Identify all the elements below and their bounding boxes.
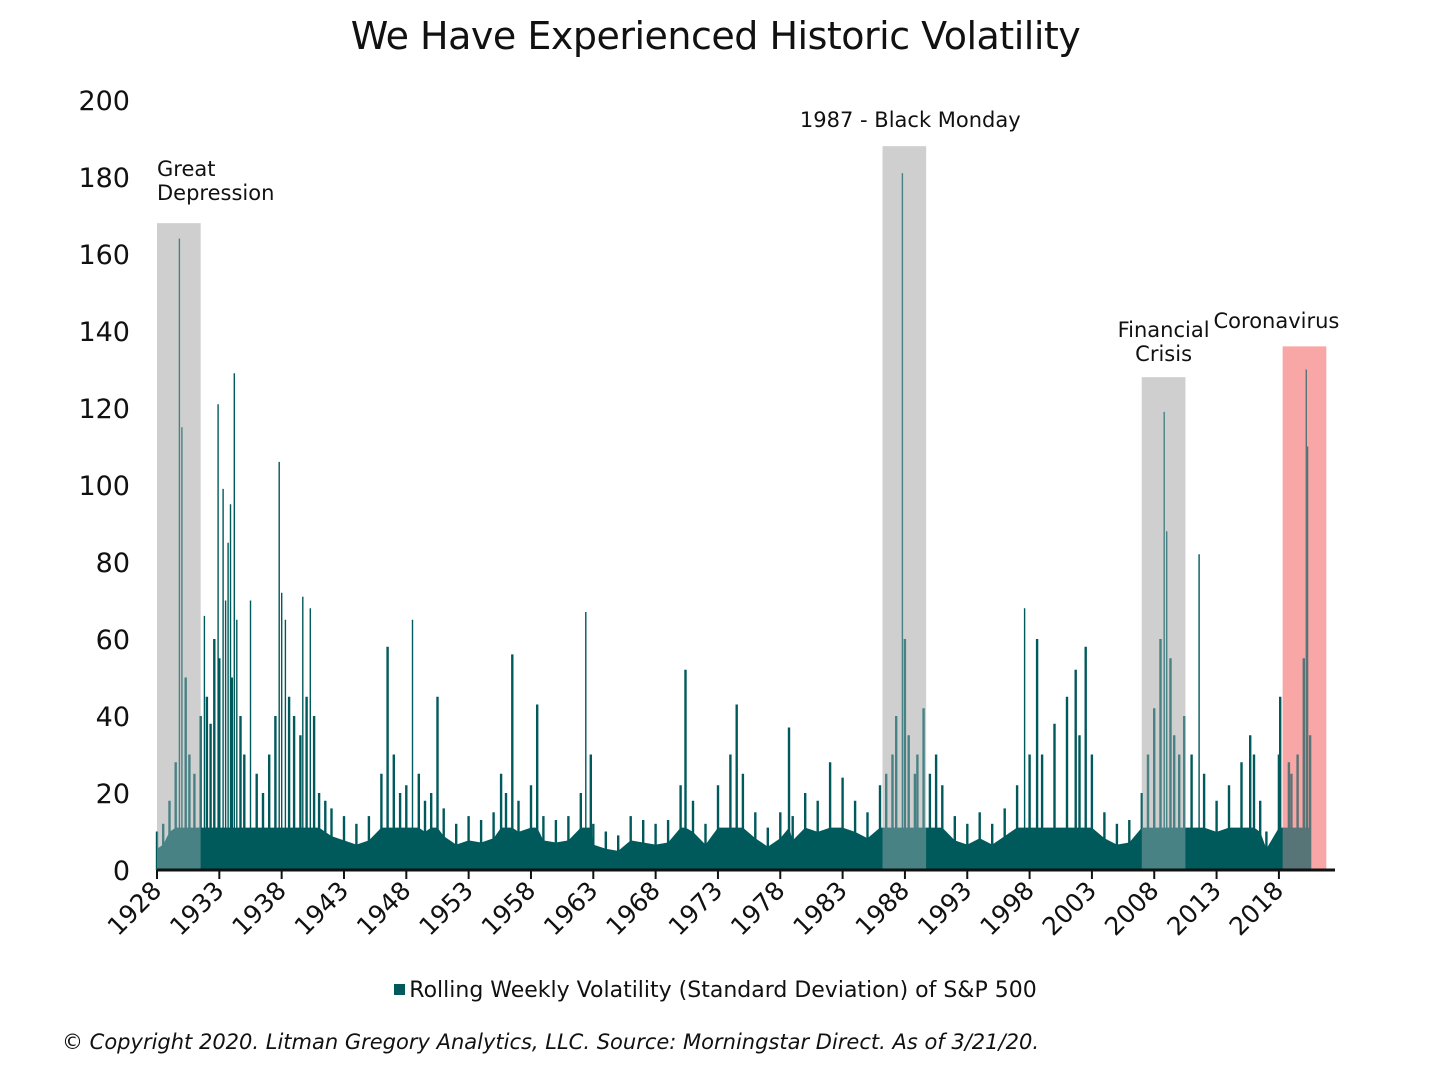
- y-tick-label: 40: [96, 702, 130, 733]
- highlight-band-overlay-4: [1282, 346, 1327, 870]
- y-tick-label: 0: [113, 856, 130, 887]
- financial-crisis-label: Crisis: [1135, 342, 1192, 366]
- y-tick-label: 20: [96, 779, 130, 810]
- x-tick-label: 1988: [850, 876, 915, 941]
- volatility-series: [155, 173, 1312, 870]
- volatility-area: [157, 827, 1311, 870]
- chart-title: We Have Experienced Historic Volatility: [350, 14, 1081, 58]
- y-tick-label: 160: [78, 240, 130, 271]
- x-tick-label: 1968: [600, 876, 665, 941]
- x-tick-label: 1943: [289, 876, 354, 941]
- y-tick-label: 60: [96, 625, 130, 656]
- x-tick-label: 1948: [351, 876, 416, 941]
- highlight-band-overlays: [157, 146, 1327, 870]
- copyright-footer: © Copyright 2020. Litman Gregory Analyti…: [62, 1030, 1039, 1054]
- x-tick-label: 1938: [226, 876, 291, 941]
- x-tick-label: 1958: [476, 876, 541, 941]
- black-monday-label: 1987 - Black Monday: [800, 108, 1021, 132]
- coronavirus-label: Coronavirus: [1214, 309, 1340, 333]
- highlight-band-overlay-3: [1141, 377, 1186, 870]
- x-tick-label: 2008: [1099, 876, 1164, 941]
- highlight-band-overlay-1: [157, 223, 201, 870]
- x-tick-label: 1928: [102, 876, 167, 941]
- x-tick-label: 1993: [912, 876, 977, 941]
- legend: Rolling Weekly Volatility (Standard Devi…: [0, 978, 1431, 1003]
- highlight-band-overlay-2: [882, 146, 927, 870]
- x-tick-label: 2013: [1161, 876, 1226, 941]
- y-tick-label: 180: [78, 163, 130, 194]
- y-tick-label: 140: [78, 317, 130, 348]
- y-tick-label: 120: [78, 394, 130, 425]
- x-tick-label: 1933: [164, 876, 229, 941]
- financial-crisis-label: Financial: [1118, 318, 1210, 342]
- y-tick-label: 100: [78, 471, 130, 502]
- x-tick-label: 2018: [1224, 876, 1289, 941]
- great-depression-label: Depression: [157, 181, 274, 205]
- x-tick-label: 2003: [1037, 876, 1102, 941]
- x-tick-label: 1978: [725, 876, 790, 941]
- x-tick-label: 1953: [413, 876, 478, 941]
- y-tick-label: 200: [78, 86, 130, 117]
- x-tick-label: 1983: [787, 876, 852, 941]
- legend-label: Rolling Weekly Volatility (Standard Devi…: [409, 978, 1037, 1003]
- x-tick-label: 1973: [663, 876, 728, 941]
- volatility-chart: 0204060801001201401601802001928193319381…: [78, 86, 1339, 941]
- legend-swatch: [394, 984, 406, 995]
- x-tick-label: 1963: [538, 876, 603, 941]
- x-tick-label: 1998: [974, 876, 1039, 941]
- y-tick-label: 80: [96, 548, 130, 579]
- great-depression-label: Great: [157, 157, 215, 181]
